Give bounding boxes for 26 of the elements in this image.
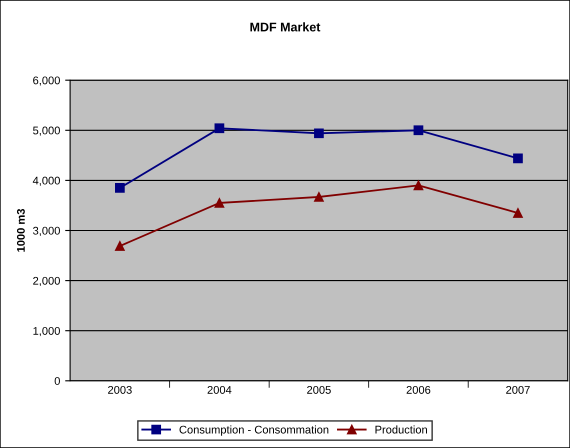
x-tick-label: 2004 [208, 386, 232, 394]
x-tick-label: 2003 [108, 386, 132, 394]
point [414, 180, 424, 190]
legend-label: Consumption - Consommation [180, 425, 328, 436]
point [115, 241, 125, 251]
y-tick-label: 1,000 [33, 326, 60, 336]
y-tick-label: 3,000 [33, 226, 60, 236]
x-tick-label: 2007 [506, 386, 530, 394]
point [414, 125, 424, 136]
y-axis-title: 1000 m3 [16, 208, 25, 252]
y-tick-label: 5,000 [33, 126, 60, 136]
point [513, 153, 523, 164]
point [513, 208, 523, 218]
y-tick-label: 4,000 [32, 176, 60, 186]
y-tick-label: 6,000 [33, 76, 60, 86]
point [314, 192, 324, 202]
x-tick-label: 2006 [406, 386, 430, 394]
point [214, 123, 224, 134]
point [214, 198, 224, 208]
y-tick-label: 0 [54, 377, 60, 385]
point [115, 183, 125, 193]
y-tick-label: 2,000 [33, 276, 60, 286]
legend-label: Production [375, 425, 427, 434]
x-tick-label: 2005 [307, 386, 331, 394]
point [314, 128, 324, 138]
chart-title: MDF Market [250, 22, 320, 32]
